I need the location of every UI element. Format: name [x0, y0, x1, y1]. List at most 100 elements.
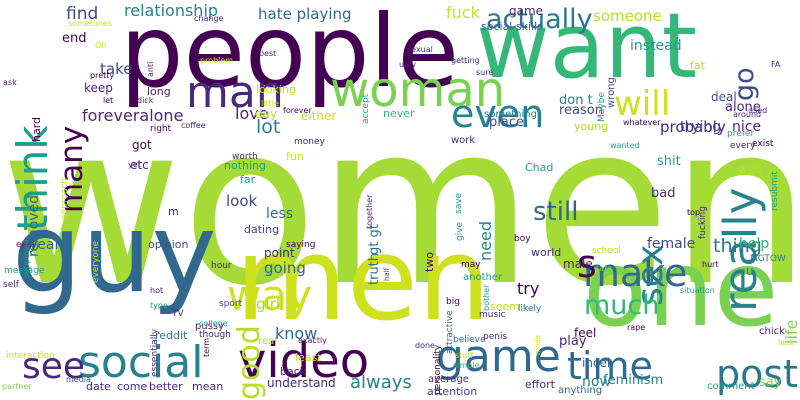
word: wrong [606, 77, 617, 108]
word: fucking [698, 206, 708, 239]
word: got [132, 138, 152, 152]
word: nice [732, 119, 762, 135]
word: personality [433, 344, 443, 395]
word: shit [657, 154, 681, 169]
word: less [266, 206, 294, 222]
word: far [240, 173, 256, 186]
word: still [533, 197, 579, 227]
word: someone [593, 7, 662, 25]
word: way [227, 271, 312, 320]
word: save [454, 192, 464, 214]
word: dating [244, 223, 280, 236]
word: make [583, 251, 688, 295]
word: self [3, 280, 19, 290]
word: message [4, 266, 45, 276]
word: girl [256, 295, 281, 313]
word: FA [771, 60, 781, 69]
word: never [383, 107, 415, 120]
word: hour [211, 261, 232, 271]
word: try [517, 279, 540, 298]
word: guy [12, 189, 217, 317]
word: mode [534, 335, 542, 355]
word: boy [514, 234, 531, 244]
word: prefer [727, 129, 755, 139]
word: whatever [623, 118, 661, 127]
word: reason [559, 103, 603, 118]
word: bother [482, 284, 491, 311]
word: comment [707, 381, 755, 392]
word: easy [16, 240, 38, 250]
word: u [746, 264, 754, 278]
word: forever [283, 106, 312, 115]
word: play [559, 334, 587, 349]
word: game [436, 331, 561, 382]
word: exactly [298, 336, 327, 345]
word: deal [711, 90, 737, 104]
word: though [199, 330, 231, 340]
word: accept [361, 93, 371, 124]
word: men [235, 213, 491, 347]
word: worth [232, 152, 258, 162]
word: hard [30, 116, 43, 142]
word: much [584, 290, 660, 321]
word: big [446, 297, 460, 307]
word: sure [476, 68, 494, 77]
word: rape [627, 323, 646, 332]
word: even [451, 92, 545, 136]
word: hurt [702, 260, 719, 269]
word: post [716, 352, 799, 396]
word: interaction [6, 351, 55, 361]
word: love [235, 104, 269, 123]
word: chick [759, 326, 785, 337]
word: date [86, 380, 111, 393]
word: nothing [224, 159, 266, 172]
word: now [582, 374, 611, 390]
word: ugly [399, 60, 417, 69]
word: back [280, 365, 307, 378]
word: pussy [195, 321, 225, 332]
word: need [476, 221, 495, 261]
word: feminism [603, 373, 664, 388]
word: pretty [90, 71, 115, 80]
word: done [415, 341, 435, 350]
word: media [66, 375, 91, 384]
word: may [461, 260, 481, 270]
word: look [226, 192, 258, 210]
word: little [261, 99, 279, 108]
word: social skills [481, 20, 543, 33]
word: will [614, 84, 671, 124]
word: keep [84, 81, 113, 95]
word: either [301, 109, 337, 123]
word: thing [713, 235, 762, 257]
word: women [0, 77, 800, 335]
word: penis [483, 332, 508, 342]
word: don t [559, 93, 593, 108]
word: essentially [150, 328, 160, 377]
word: fuck [446, 3, 480, 22]
word: yet [128, 160, 141, 169]
word: real [258, 336, 277, 347]
word: end [62, 31, 87, 46]
word: male [563, 257, 593, 271]
word: let [103, 96, 114, 105]
word: relationship [124, 1, 219, 20]
word: video [238, 333, 370, 389]
word: want [476, 0, 698, 99]
word: work [451, 135, 476, 146]
word: etc [130, 158, 149, 172]
word: situation [680, 286, 715, 295]
word: one [583, 228, 779, 350]
word: come [117, 380, 148, 393]
word: problem [200, 56, 234, 65]
word: Chad [525, 161, 554, 174]
word: looking [256, 83, 296, 96]
word: saying [286, 240, 316, 250]
word: young [574, 120, 609, 133]
word: dick [137, 96, 154, 105]
word: attractive [445, 310, 455, 354]
word: reddit [155, 329, 188, 342]
word: anything [558, 385, 603, 396]
word: sexual [407, 45, 433, 54]
word: probably [660, 118, 726, 136]
word: alone [725, 100, 761, 115]
